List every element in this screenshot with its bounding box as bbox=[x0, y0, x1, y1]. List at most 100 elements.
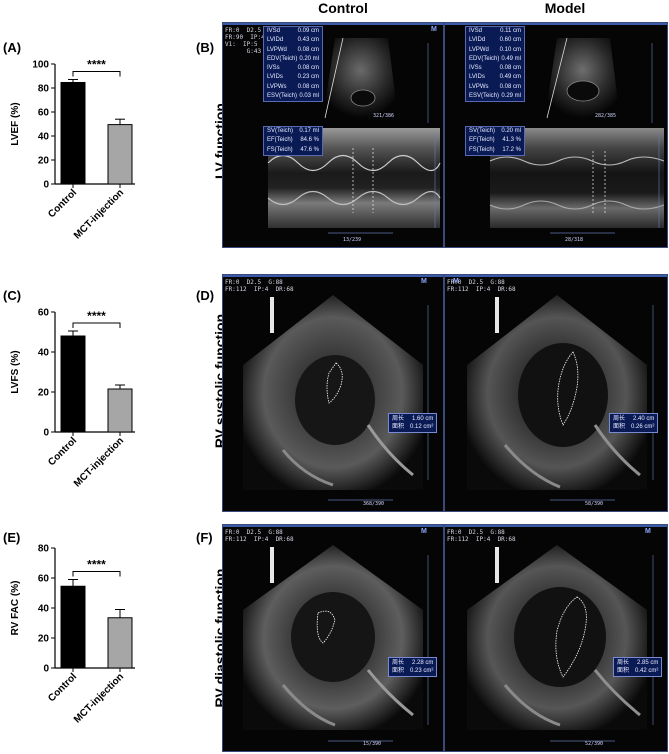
measurement-row: FS(Teich) 17.2 % bbox=[469, 146, 521, 153]
significance-label: **** bbox=[87, 558, 106, 572]
measurement-row: LVIDs 0.23 cm bbox=[267, 74, 319, 81]
y-axis-label: RV FAC (%) bbox=[10, 581, 21, 636]
m-mode-marker: M bbox=[453, 278, 459, 285]
measurement-row: IVSd 0.09 cm bbox=[267, 28, 319, 34]
measurement-row: LVPWd 0.10 cm bbox=[469, 46, 521, 53]
frame-counter: 15/390 bbox=[363, 741, 382, 747]
bar bbox=[60, 335, 86, 433]
y-tick-label: 20 bbox=[38, 634, 50, 645]
bar bbox=[107, 388, 133, 433]
measurement-row: LVIDd 0.43 cm bbox=[267, 37, 319, 44]
significance-bracket bbox=[72, 322, 121, 328]
significance-bracket bbox=[72, 571, 121, 577]
rv-systolic-control-imaging bbox=[243, 295, 429, 501]
bar bbox=[107, 124, 133, 185]
ultrasound-rv-systolic-model: M FR:0 D2.5 G:88 FR:112 IP:4 DR:68 周长 2.4… bbox=[444, 274, 668, 512]
lv-control-result-table: SV(Teich) 0.17 ml EF(Teich) 84.6 % FS(Teic… bbox=[263, 126, 323, 156]
ultrasound-header-bar bbox=[445, 525, 667, 527]
measurement-row: IVSs 0.08 cm bbox=[469, 65, 521, 72]
significance-bracket bbox=[72, 70, 121, 77]
measurement-row: FS(Teich) 47.6 % bbox=[267, 146, 319, 153]
y-axis-label: LVFS (%) bbox=[10, 350, 21, 393]
area-measurement-box: 周长 2.28 cm 面积 0.23 cm² bbox=[388, 657, 438, 677]
y-tick-label: 40 bbox=[38, 132, 50, 143]
ultrasound-rv-diastolic-model: M FR:0 D2.5 G:88 FR:112 IP:4 DR:68 周长 2.8… bbox=[444, 524, 668, 752]
lv-model-measurement-table: IVSd 0.11 cm LVIDd 0.60 cm LVPWd 0.10 cm ED… bbox=[465, 26, 525, 103]
m-mode-marker: M bbox=[421, 278, 427, 285]
frame-counter: 13/239 bbox=[343, 237, 362, 243]
m-mode-marker: M bbox=[645, 528, 651, 535]
ultrasound-rv-diastolic-control: M FR:0 D2.5 G:88 FR:112 IP:4 DR:68 周长 2.2… bbox=[222, 524, 444, 752]
panel-letter-d: (D) bbox=[196, 288, 215, 303]
y-tick-label: 80 bbox=[38, 84, 50, 95]
ultrasound-header-bar bbox=[223, 23, 443, 25]
significance-label: **** bbox=[87, 57, 106, 71]
measurement-row: LVPWd 0.08 cm bbox=[267, 46, 319, 53]
x-tick-label: Control bbox=[46, 671, 79, 704]
y-tick-label: 20 bbox=[38, 156, 50, 167]
ultrasound-rv-systolic-control: M FR:0 D2.5 G:88 FR:112 IP:4 DR:68 周长 1.6… bbox=[222, 274, 444, 512]
panel-letter-b: (B) bbox=[196, 40, 215, 55]
scan-parameters: FR:0 D2.5 G:88 FR:112 IP:4 DR:68 bbox=[447, 529, 516, 543]
scan-parameters: FR:0 D2.5 G:88 FR:112 IP:4 DR:68 bbox=[225, 529, 294, 543]
m-mode-marker: M bbox=[431, 26, 437, 33]
panel-letter-c: (C) bbox=[3, 288, 22, 303]
y-tick-label: 0 bbox=[43, 180, 49, 191]
y-tick-label: 60 bbox=[38, 574, 50, 585]
y-tick-label: 60 bbox=[38, 108, 50, 119]
column-header-model: Model bbox=[544, 0, 586, 16]
x-tick-label: MCT-injection bbox=[72, 187, 126, 241]
x-tick-label: Control bbox=[46, 435, 79, 468]
panel-letter-f: (F) bbox=[196, 530, 213, 545]
measurement-row: IVSd 0.11 cm bbox=[469, 28, 521, 34]
measurement-row: ESV(Teich) 0.29 ml bbox=[469, 93, 521, 100]
y-tick-label: 0 bbox=[43, 428, 49, 439]
scan-parameters: FR:0 D2.5 G:88 FR:112 IP:4 DR:68 bbox=[447, 279, 516, 293]
ultrasound-header-bar bbox=[445, 275, 667, 277]
measurement-row: EDV(Teich) 0.20 ml bbox=[267, 55, 319, 62]
measurement-row: LVIDs 0.49 cm bbox=[469, 74, 521, 81]
significance-label: **** bbox=[87, 309, 106, 323]
lv-model-result-table: SV(Teich) 0.20 ml EF(Teich) 41.3 % FS(Teic… bbox=[465, 126, 525, 156]
y-tick-label: 60 bbox=[38, 308, 50, 319]
rv-systolic-model-imaging bbox=[467, 295, 654, 501]
y-tick-label: 40 bbox=[38, 604, 50, 615]
measurement-row: IVSs 0.08 cm bbox=[267, 65, 319, 72]
ultrasound-lv-control: M FR:0 D2.5 G:68 FR:90 IP:4 DR:68 V1: IP… bbox=[222, 22, 444, 248]
y-tick-label: 20 bbox=[38, 388, 50, 399]
measurement-row: SV(Teich) 0.17 ml bbox=[267, 128, 319, 134]
ultrasound-header-bar bbox=[445, 23, 667, 25]
frame-counter: 52/390 bbox=[585, 741, 604, 747]
y-tick-label: 40 bbox=[38, 348, 50, 359]
bar bbox=[60, 81, 86, 185]
measurement-row: EF(Teich) 41.3 % bbox=[469, 137, 521, 144]
measurement-row: LVPWs 0.08 cm bbox=[469, 83, 521, 90]
x-tick-label: MCT-injection bbox=[72, 435, 126, 489]
measurement-row: ESV(Teich) 0.03 ml bbox=[267, 93, 319, 100]
measurement-row: EDV(Teich) 0.49 ml bbox=[469, 55, 521, 62]
frame-counter: 28/318 bbox=[565, 237, 584, 243]
bar-chart-lvef: 0 20 40 60 80 100 LVEF (%) ControlMCT-injection… bbox=[10, 57, 135, 241]
panel-letter-a: (A) bbox=[3, 40, 22, 55]
y-tick-label: 100 bbox=[32, 60, 49, 71]
ultrasound-header-bar bbox=[223, 525, 443, 527]
rv-diastolic-model-imaging bbox=[467, 545, 654, 742]
ultrasound-header-bar bbox=[223, 275, 443, 277]
frame-counter: 321/386 bbox=[373, 113, 395, 119]
bar bbox=[107, 617, 133, 669]
column-header-control: Control bbox=[318, 0, 368, 16]
x-tick-label: Control bbox=[46, 187, 79, 220]
lv-control-measurement-table: IVSd 0.09 cm LVIDd 0.43 cm LVPWd 0.08 cm ED… bbox=[263, 26, 323, 103]
measurement-row: LVPWs 0.08 cm bbox=[267, 83, 319, 90]
frame-counter: 368/390 bbox=[363, 501, 385, 507]
scan-parameters: FR:0 D2.5 G:88 FR:112 IP:4 DR:68 bbox=[225, 279, 294, 293]
panel-letter-e: (E) bbox=[3, 530, 21, 545]
area-measurement-box: 周长 1.60 cm 面积 0.12 cm² bbox=[388, 413, 438, 433]
y-tick-label: 80 bbox=[38, 544, 50, 555]
measurement-row: SV(Teich) 0.20 ml bbox=[469, 128, 521, 134]
lv-control-imaging bbox=[267, 37, 441, 234]
bar bbox=[60, 585, 86, 669]
y-axis-label: LVEF (%) bbox=[10, 102, 21, 145]
